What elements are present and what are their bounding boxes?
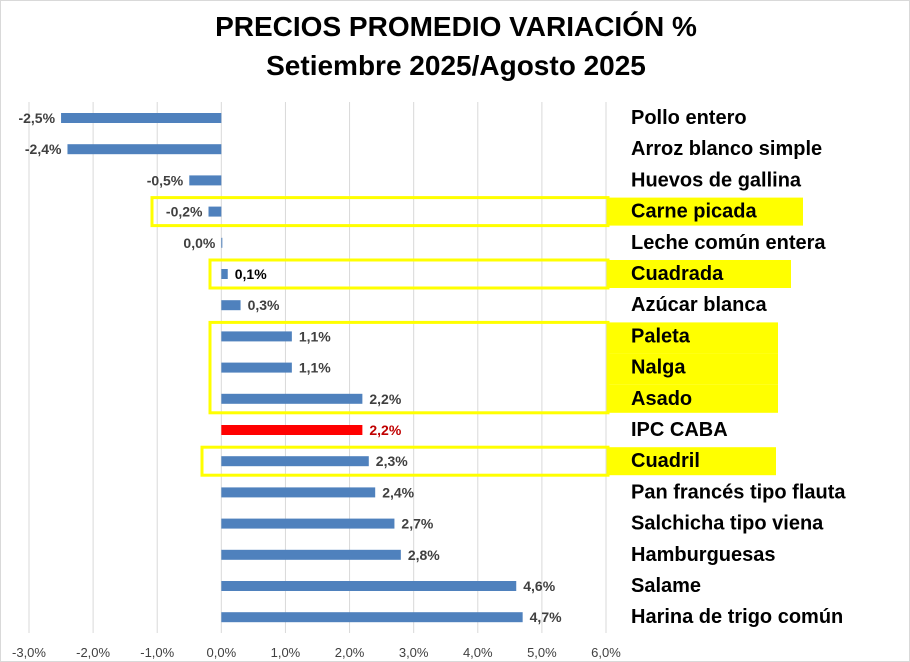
value-label: 0,3% bbox=[248, 297, 280, 313]
x-tick-label: -1,0% bbox=[140, 645, 174, 660]
value-label: 2,3% bbox=[376, 453, 408, 469]
value-label: -0,5% bbox=[147, 172, 184, 188]
bar bbox=[221, 549, 401, 560]
highlight-label-fill bbox=[608, 384, 778, 413]
bar bbox=[221, 456, 369, 467]
bar bbox=[221, 269, 228, 279]
category-label: Huevos de gallina bbox=[631, 169, 802, 191]
highlight-label-fill bbox=[608, 353, 778, 385]
value-label: 2,8% bbox=[408, 547, 440, 563]
value-label: -2,4% bbox=[25, 141, 62, 157]
x-tick-label: -3,0% bbox=[12, 645, 46, 660]
category-label: Arroz blanco simple bbox=[631, 138, 822, 160]
bar bbox=[221, 237, 223, 248]
value-label: 0,0% bbox=[183, 235, 215, 251]
value-label: 2,2% bbox=[369, 422, 401, 438]
category-label: IPC CABA bbox=[631, 419, 728, 441]
category-label: Nalga bbox=[631, 357, 686, 379]
value-label: 2,7% bbox=[401, 516, 433, 532]
bar bbox=[221, 518, 395, 529]
x-tick-label: 2,0% bbox=[335, 645, 365, 660]
value-label: -2,5% bbox=[18, 110, 55, 126]
x-tick-label: 6,0% bbox=[591, 645, 621, 660]
value-label: 4,7% bbox=[530, 609, 562, 625]
value-label: 1,1% bbox=[299, 328, 331, 344]
category-label: Salchicha tipo viena bbox=[631, 513, 824, 535]
x-tick-label: 3,0% bbox=[399, 645, 429, 660]
category-label: Asado bbox=[631, 388, 692, 410]
x-tick-label: 0,0% bbox=[207, 645, 237, 660]
category-label: Carne picada bbox=[631, 201, 757, 223]
bar bbox=[221, 612, 523, 623]
category-label: Hamburguesas bbox=[631, 544, 776, 566]
category-label: Paleta bbox=[631, 325, 691, 347]
value-label: 4,6% bbox=[523, 578, 555, 594]
value-label: 0,1% bbox=[235, 266, 267, 282]
x-tick-label: 1,0% bbox=[271, 645, 301, 660]
category-label: Azúcar blanca bbox=[631, 294, 767, 316]
bar bbox=[221, 331, 292, 342]
bar bbox=[221, 362, 292, 373]
bar bbox=[221, 487, 376, 498]
x-tick-label: 4,0% bbox=[463, 645, 493, 660]
highlight-label-fill bbox=[608, 260, 791, 288]
category-label: Pan francés tipo flauta bbox=[631, 481, 846, 503]
category-label: Leche común entera bbox=[631, 232, 826, 254]
category-label: Harina de trigo común bbox=[631, 606, 843, 628]
highlight-label-fill bbox=[608, 322, 778, 354]
x-tick-label: -2,0% bbox=[76, 645, 110, 660]
highlight-label-fill bbox=[608, 197, 803, 226]
highlight-box bbox=[208, 258, 610, 290]
category-label: Salame bbox=[631, 575, 701, 597]
highlight-label-fill bbox=[608, 447, 776, 476]
category-label: Pollo entero bbox=[631, 107, 747, 129]
bar bbox=[208, 206, 222, 217]
bar bbox=[221, 581, 517, 591]
chart-title: PRECIOS PROMEDIO VARIACIÓN % bbox=[215, 11, 697, 42]
bar bbox=[67, 144, 222, 155]
value-label: 1,1% bbox=[299, 360, 331, 376]
x-tick-label: 5,0% bbox=[527, 645, 557, 660]
value-label: -0,2% bbox=[166, 204, 203, 220]
bar bbox=[189, 175, 222, 186]
bar bbox=[221, 393, 363, 404]
category-label: Cuadrada bbox=[631, 263, 724, 285]
chart-subtitle: Setiembre 2025/Agosto 2025 bbox=[266, 50, 646, 81]
bar bbox=[221, 425, 363, 435]
bar bbox=[61, 113, 222, 123]
value-label: 2,2% bbox=[369, 391, 401, 407]
bar bbox=[221, 300, 241, 311]
category-label: Cuadril bbox=[631, 450, 700, 472]
value-label: 2,4% bbox=[382, 484, 414, 500]
